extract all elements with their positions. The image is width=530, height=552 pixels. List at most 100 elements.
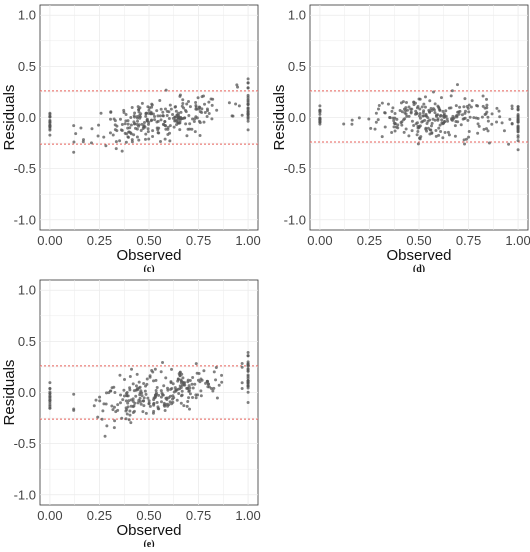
data-point [159,107,163,111]
data-point [126,122,130,126]
data-point [186,387,190,391]
data-point [392,119,396,123]
data-point [81,140,85,144]
data-point [120,149,124,153]
data-point [424,127,428,131]
data-point [377,103,381,107]
data-point [246,86,250,90]
data-point [127,418,131,422]
data-point [510,122,514,126]
data-point [108,389,112,393]
data-point [404,106,408,110]
data-point [146,130,150,134]
data-points [318,83,520,152]
data-point [191,376,195,380]
data-point [114,147,118,151]
data-point [373,127,377,131]
x-tick-label: 0.00 [37,233,62,248]
data-point [481,94,485,98]
data-point [125,412,129,416]
data-point [207,111,211,115]
data-point [142,120,146,124]
data-point [169,380,173,384]
data-point [137,138,141,142]
data-point [426,126,430,130]
data-point [486,129,490,133]
data-point [123,122,127,126]
data-point [97,123,101,127]
data-point [214,378,218,382]
data-point [116,408,120,412]
data-point [469,105,473,109]
data-point [72,140,76,144]
data-point [165,113,169,117]
data-point [246,95,250,99]
data-point [416,104,420,108]
data-point [450,89,454,93]
data-point [178,128,182,132]
data-point [147,120,151,124]
data-point [485,106,489,110]
data-point [412,124,416,128]
data-point [407,105,411,109]
data-point [122,108,126,112]
data-point [137,124,140,128]
y-tick-label: 0.0 [18,110,36,125]
data-point [486,119,490,123]
data-point [198,133,202,137]
data-point [179,378,183,382]
data-point [126,135,130,139]
data-point [79,126,83,130]
data-point [173,105,177,109]
data-point [72,150,76,154]
data-point [434,113,438,117]
data-point [158,99,162,103]
data-point [132,389,136,393]
data-point [161,361,165,365]
data-point [246,360,250,364]
data-point [171,394,175,398]
data-point [118,401,122,405]
data-point [246,81,250,85]
data-point [246,364,250,368]
data-point [402,130,406,134]
data-point [437,126,441,130]
data-point [462,105,466,109]
data-point [246,119,250,123]
data-point [138,400,142,404]
data-point [150,103,154,107]
data-point [111,408,115,412]
data-point [126,401,130,405]
data-point [486,115,490,119]
data-point [178,93,182,97]
data-point [214,365,218,369]
data-point [104,144,108,148]
data-point [220,373,224,377]
data-point [195,371,199,375]
x-tick-labels: 0.00 0.25 0.50 0.75 1.00 [37,233,260,248]
data-point [421,114,425,118]
data-point [420,105,424,109]
data-point [148,404,152,408]
data-point [141,410,145,414]
data-point [90,127,94,131]
data-point [168,139,172,143]
y-axis-title: Residuals [1,360,18,426]
data-point [145,382,149,386]
data-point [166,386,170,390]
residual-plot-c-svg: 1.0 0.5 0.0 -0.5 -1.0 0.00 0.25 0.50 0.7… [1,4,261,275]
data-point [212,370,216,374]
data-point [135,372,139,376]
data-point [175,114,179,118]
data-point [187,389,191,393]
data-point [171,116,175,120]
y-axis-title: Residuals [1,85,18,151]
data-point [429,107,433,111]
data-point [192,119,196,123]
data-point [123,378,127,382]
data-point [246,367,250,371]
data-point [127,130,131,134]
y-tick-label: 0.0 [18,385,36,400]
data-point [102,402,106,406]
data-point [134,126,138,130]
